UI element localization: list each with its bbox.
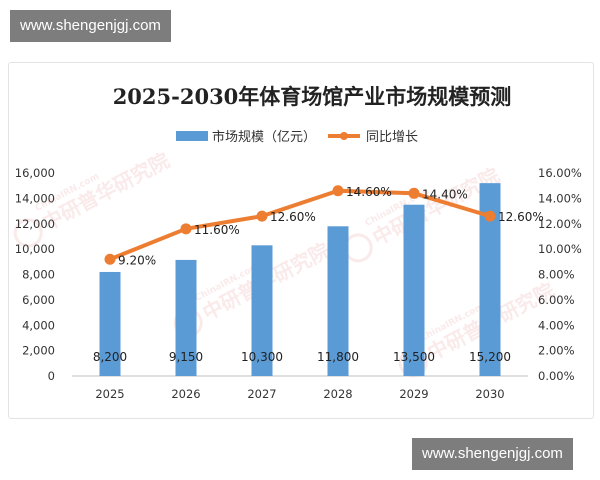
y-left-tick-label: 6,000 — [22, 293, 55, 307]
axes: 0 2,000 4,000 6,000 8,000 10,000 12,000 14,000 1… — [15, 166, 582, 401]
bars — [99, 183, 501, 376]
y-right-tick-label: 4.00% — [538, 318, 575, 332]
x-tick-label: 2029 — [399, 387, 428, 401]
y-left-tick-label: 0 — [48, 369, 55, 383]
bar-value-label: 8,200 — [93, 350, 127, 364]
legend: 市场规模（亿元） 同比增长 — [176, 129, 418, 145]
x-tick-label: 2025 — [95, 387, 124, 401]
y-right-tick-label: 16.00% — [538, 166, 582, 180]
line-point — [408, 187, 420, 199]
bar-value-label: 15,200 — [469, 350, 511, 364]
line-point — [332, 185, 344, 197]
bar — [479, 183, 501, 376]
y-left-tick-label: 2,000 — [22, 344, 55, 358]
bar-value-label: 11,800 — [317, 350, 359, 364]
y-right-tick-label: 6.00% — [538, 293, 575, 307]
y-right-tick-label: 0.00% — [538, 369, 575, 383]
watermark-bottom: www.shengenjgj.com — [412, 438, 573, 470]
y-left-tick-label: 4,000 — [22, 318, 55, 332]
line-point — [484, 210, 496, 222]
y-left-tick-label: 16,000 — [15, 166, 55, 180]
y-right-tick-label: 12.00% — [538, 217, 582, 231]
watermark-top: www.shengenjgj.com — [10, 10, 171, 42]
y-left-tick-label: 8,000 — [22, 268, 55, 282]
bar — [403, 204, 425, 376]
legend-line-label: 同比增长 — [366, 130, 418, 145]
data-labels: 8,200 9,150 10,300 11,800 13,500 15,200 9.20% 1… — [93, 185, 544, 364]
line-point — [180, 223, 192, 235]
legend-line-marker — [340, 132, 348, 140]
legend-bar-label: 市场规模（亿元） — [212, 129, 316, 145]
y-right-tick-label: 2.00% — [538, 344, 575, 358]
bar — [327, 226, 349, 376]
x-tick-label: 2030 — [475, 387, 504, 401]
line-value-label: 14.40% — [422, 187, 468, 201]
bar-value-label: 10,300 — [241, 350, 283, 364]
chart-title: 2025-2030年体育场馆产业市场规模预测 — [113, 84, 512, 109]
x-tick-label: 2028 — [323, 387, 352, 401]
y-left-tick-label: 12,000 — [15, 217, 55, 231]
bar — [175, 259, 197, 376]
line-value-label: 12.60% — [498, 210, 544, 224]
line-point — [256, 210, 268, 222]
watermark-stamps: 中研普华研究院ChinaIRN.com中研普华研究院ChinaIRN.com中研… — [13, 148, 558, 378]
legend-bar-swatch — [176, 131, 208, 141]
y-left-tick-label: 10,000 — [15, 242, 55, 256]
growth-line — [104, 185, 496, 265]
y-right-tick-label: 8.00% — [538, 268, 575, 282]
line-value-label: 11.60% — [194, 223, 240, 237]
watermark-stamp-logo — [13, 218, 43, 248]
line-value-label: 12.60% — [270, 210, 316, 224]
line-value-label: 9.20% — [118, 253, 156, 267]
bar — [251, 245, 273, 376]
line-value-label: 14.60% — [346, 185, 392, 199]
line-point — [104, 253, 116, 265]
y-left-tick-label: 14,000 — [15, 191, 55, 205]
y-right-tick-label: 14.00% — [538, 191, 582, 205]
growth-line-path — [109, 188, 491, 262]
x-tick-label: 2027 — [247, 387, 276, 401]
y-right-tick-label: 10.00% — [538, 242, 582, 256]
x-tick-label: 2026 — [171, 387, 200, 401]
bar — [99, 271, 121, 376]
bar-value-label: 9,150 — [169, 350, 203, 364]
bar-value-label: 13,500 — [393, 350, 435, 364]
